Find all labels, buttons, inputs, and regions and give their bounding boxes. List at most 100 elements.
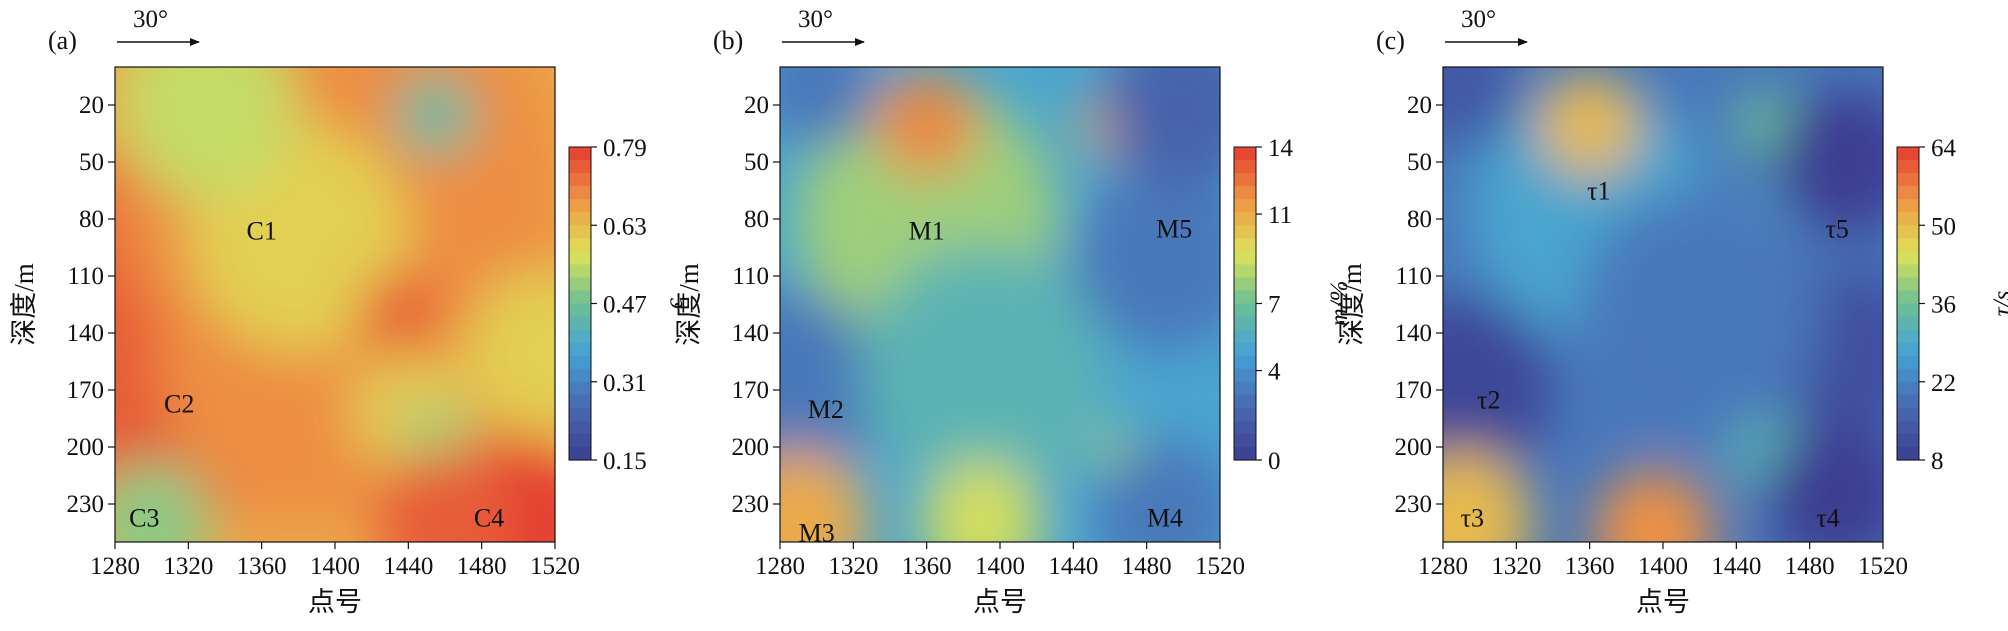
y-tick-label: 50: [79, 149, 104, 176]
colorbar-segment: [569, 303, 591, 318]
zone-label: τ5: [1825, 215, 1848, 244]
field-blob-15: [358, 272, 440, 356]
colorbar-tick-label: 14: [1268, 135, 1294, 162]
y-axis-label: 深度/m: [674, 263, 704, 346]
field-blob-2: [1733, 92, 1795, 156]
x-tick-label: 1480: [1122, 553, 1172, 580]
contour-field: [115, 67, 555, 542]
colorbar-segment: [1234, 238, 1256, 252]
field-blob-13: [374, 449, 516, 542]
x-tick-label: 1360: [1565, 553, 1615, 580]
colorbar-segment: [1897, 238, 1919, 252]
colorbar-segment: [1234, 303, 1256, 318]
x-tick-label: 1400: [975, 553, 1025, 580]
colorbar-segment: [1234, 225, 1256, 239]
x-tick-label: 1280: [755, 553, 805, 580]
colorbar: 0.79 0.63 0.47 0.31 0.15 c: [568, 135, 688, 475]
y-tick-label: 50: [744, 149, 769, 176]
colorbar-segment: [1234, 199, 1256, 213]
y-tick-label: 170: [732, 377, 770, 404]
field-blob-8: [1094, 440, 1220, 542]
x-tick-label: 1320: [828, 553, 878, 580]
x-tick-label: 1320: [1491, 553, 1541, 580]
colorbar-segment: [569, 420, 591, 435]
colorbar-segment: [1897, 173, 1919, 187]
zone-label: M3: [799, 519, 835, 548]
colorbar-segment: [1897, 329, 1919, 344]
colorbar-segment: [1234, 173, 1256, 187]
colorbar-tick-label: 0.63: [603, 213, 647, 240]
colorbar-segment: [569, 407, 591, 422]
colorbar-segment: [1897, 407, 1919, 422]
colorbar: 14 11 7 4 0 m/%: [1233, 135, 1353, 475]
colorbar-label: m/%: [1326, 281, 1353, 327]
colorbar-tick-label: 4: [1268, 359, 1281, 386]
colorbar-tick-label: 0: [1268, 448, 1281, 475]
x-tick-label: 1360: [902, 553, 952, 580]
y-tick-label: 20: [744, 92, 769, 119]
colorbar-segment: [1234, 342, 1256, 357]
x-tick-label: 1280: [1418, 553, 1468, 580]
colorbar-segment: [569, 277, 591, 292]
colorbar-segment: [569, 264, 591, 279]
x-tick-label: 1280: [90, 553, 140, 580]
colorbar-segment: [569, 212, 591, 226]
x-tick-label: 1520: [1858, 553, 1908, 580]
x-tick-label: 1400: [310, 553, 360, 580]
colorbar-segment: [569, 238, 591, 252]
field-blob-14: [465, 268, 555, 436]
y-tick-label: 110: [67, 263, 104, 290]
field-blob-10: [1102, 67, 1220, 189]
y-tick-label: 230: [67, 491, 105, 518]
field-blob-3: [1074, 162, 1220, 352]
direction-label: 30°: [798, 6, 833, 33]
colorbar-tick-label: 0.15: [603, 448, 647, 475]
y-tick-label: 140: [67, 320, 105, 347]
zone-label: C4: [474, 503, 504, 532]
zone-label: C1: [246, 216, 276, 245]
zone-label: C3: [129, 503, 159, 532]
colorbar-segment: [1234, 433, 1256, 448]
colorbar-segment: [569, 225, 591, 239]
field-blob-6: [1443, 295, 1553, 485]
colorbar-tick-label: 64: [1931, 135, 1957, 162]
x-tick-label: 1440: [1048, 553, 1098, 580]
x-tick-label: 1440: [383, 553, 433, 580]
colorbar-segment: [1234, 381, 1256, 396]
colorbar-segment: [1897, 342, 1919, 357]
colorbar-segment: [569, 251, 591, 265]
colorbar-segment: [1897, 394, 1919, 409]
colorbar-segment: [1897, 420, 1919, 435]
y-tick-label: 110: [732, 263, 769, 290]
field-blob-4: [1775, 88, 1883, 236]
x-tick-label: 1400: [1638, 553, 1688, 580]
colorbar-segment: [1897, 277, 1919, 292]
x-tick-label: 1360: [237, 553, 287, 580]
colorbar-segment: [569, 316, 591, 331]
colorbar-segment: [1234, 407, 1256, 422]
y-tick-label: 80: [744, 206, 769, 233]
colorbar-segment: [569, 160, 591, 174]
colorbar-segment: [1897, 368, 1919, 383]
colorbar-tick-label: 22: [1931, 370, 1956, 397]
x-tick-label: 1440: [1711, 553, 1761, 580]
y-tick-label: 200: [732, 434, 770, 461]
x-tick-label: 1520: [530, 553, 580, 580]
y-tick-label: 170: [1395, 377, 1433, 404]
colorbar-segment: [1897, 316, 1919, 331]
colorbar-segment: [1234, 394, 1256, 409]
panel-2: 1280 1320 1360 1400 1440 1480 1520 20 50 80 110 140…: [1337, 6, 2008, 617]
y-tick-label: 140: [1395, 320, 1433, 347]
colorbar-tick-label: 0.31: [603, 370, 647, 397]
y-tick-label: 20: [1407, 92, 1432, 119]
colorbar-tick-label: 36: [1931, 292, 1956, 319]
colorbar-segment: [1234, 277, 1256, 292]
direction-label: 30°: [1461, 6, 1496, 33]
field-blob-9: [1089, 426, 1131, 468]
x-axis-label: 点号: [308, 587, 362, 617]
colorbar-segment: [569, 381, 591, 396]
y-axis-label: 深度/m: [1337, 263, 1367, 346]
field-blob-7: [1443, 449, 1532, 542]
colorbar-segment: [1234, 446, 1256, 461]
y-tick-label: 80: [79, 206, 104, 233]
